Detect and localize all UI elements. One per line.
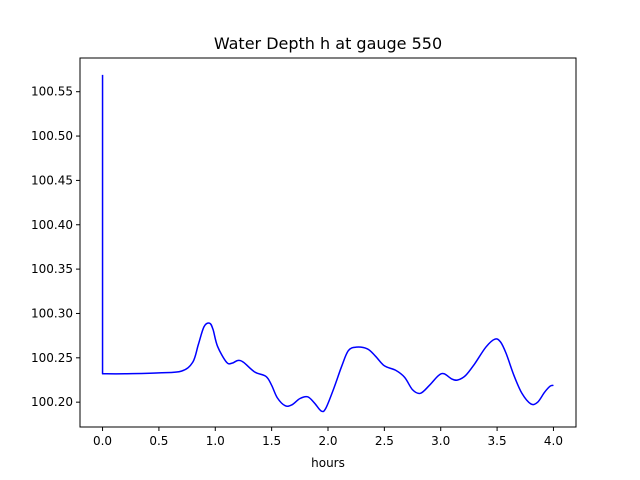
x-tick-label: 1.5: [262, 434, 281, 448]
plot-frame: [79, 57, 577, 428]
x-tick-label: 0.5: [149, 434, 168, 448]
y-tick-label: 100.30: [31, 306, 73, 320]
x-tick-label: 0.0: [93, 434, 112, 448]
y-tick-label: 100.55: [31, 85, 73, 99]
x-tick-label: 1.0: [206, 434, 225, 448]
x-axis-label: hours: [311, 456, 345, 470]
series-line: [101, 74, 554, 413]
x-tick-label: 2.0: [318, 434, 337, 448]
y-tick-label: 100.35: [31, 262, 73, 276]
x-tick-label: 2.5: [375, 434, 394, 448]
y-tick-label: 100.20: [31, 395, 73, 409]
x-tick-label: 3.0: [431, 434, 450, 448]
y-tick-label: 100.25: [31, 351, 73, 365]
chart-title: Water Depth h at gauge 550: [214, 34, 442, 53]
y-tick-label: 100.45: [31, 173, 73, 187]
y-tick-label: 100.40: [31, 218, 73, 232]
series-layer: [101, 74, 554, 413]
y-axis: 100.20 100.25 100.30 100.35 100.40 100.45 100.…: [31, 85, 80, 409]
x-tick-label: 4.0: [544, 434, 563, 448]
x-axis: 0.0 0.5 1.0 1.5 2.0 2.5 3.0 3.5 4.0: [93, 427, 563, 448]
y-tick-label: 100.50: [31, 129, 73, 143]
x-tick-label: 3.5: [488, 434, 507, 448]
